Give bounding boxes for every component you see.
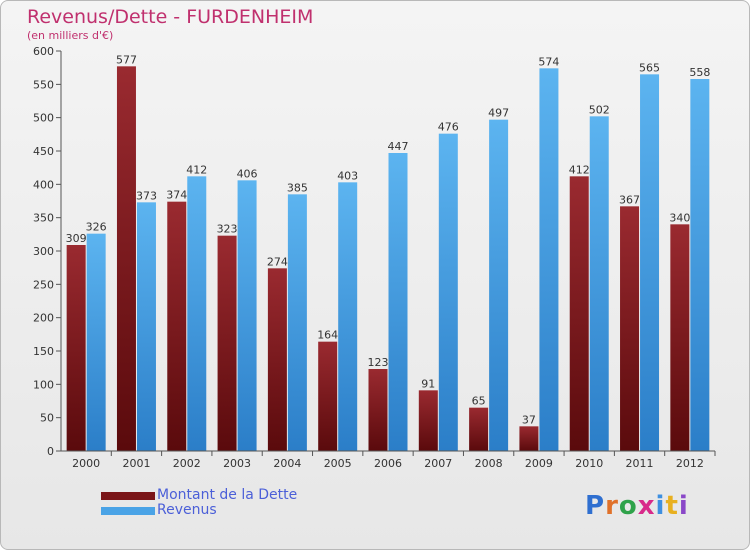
y-tick-label: 450: [33, 145, 54, 158]
logo-letter: P: [585, 491, 606, 521]
bar-revenus: [589, 116, 609, 451]
data-label-revenus: 403: [337, 169, 358, 182]
legend-label-debt: Montant de la Dette: [157, 487, 298, 503]
bar-dette: [469, 407, 489, 451]
bar-revenus: [187, 176, 207, 452]
x-tick-label: 2004: [273, 457, 301, 470]
data-label-dette: 65: [472, 395, 486, 408]
data-label-dette: 37: [522, 413, 536, 426]
bar-dette: [318, 341, 338, 451]
logo-letter: i: [678, 491, 689, 521]
chart-title: Revenus/Dette - FURDENHEIM: [27, 6, 314, 28]
bar-revenus: [640, 74, 660, 451]
bar-revenus: [86, 233, 106, 451]
data-label-revenus: 373: [136, 189, 157, 202]
x-tick-label: 2011: [626, 457, 654, 470]
proxiti-logo: Proxiti: [585, 491, 689, 521]
bar-revenus: [136, 202, 156, 451]
data-label-revenus: 502: [589, 103, 610, 116]
y-tick-label: 350: [33, 212, 54, 225]
x-tick-label: 2005: [324, 457, 352, 470]
data-label-revenus: 406: [237, 167, 258, 180]
y-tick-label: 300: [33, 245, 54, 258]
x-tick-label: 2010: [575, 457, 603, 470]
data-label-dette: 123: [368, 356, 389, 369]
data-label-revenus: 574: [538, 55, 559, 68]
y-tick-label: 50: [40, 412, 54, 425]
y-tick-label: 100: [33, 378, 54, 391]
data-label-revenus: 565: [639, 61, 660, 74]
x-tick-label: 2009: [525, 457, 553, 470]
bar-dette: [267, 268, 287, 451]
chart-subtitle: (en milliers d'€): [27, 29, 114, 42]
bar-revenus: [338, 182, 358, 452]
data-label-revenus: 326: [86, 221, 107, 234]
y-tick-label: 400: [33, 178, 54, 191]
data-label-revenus: 476: [438, 121, 459, 134]
y-tick-label: 150: [33, 345, 54, 358]
y-tick-label: 500: [33, 112, 54, 125]
y-tick-label: 200: [33, 312, 54, 325]
data-label-dette: 274: [267, 255, 288, 268]
bar-revenus: [287, 194, 307, 452]
bar-dette: [66, 245, 86, 451]
legend-swatch-revenus: [101, 507, 155, 515]
data-label-revenus: 558: [689, 66, 710, 79]
x-tick-label: 2001: [122, 457, 150, 470]
data-label-dette: 309: [66, 232, 87, 245]
data-label-revenus: 447: [388, 140, 409, 153]
logo-letter: x: [637, 491, 656, 521]
data-label-dette: 374: [166, 189, 187, 202]
data-label-dette: 340: [669, 211, 690, 224]
x-tick-label: 2006: [374, 457, 402, 470]
y-tick-label: 0: [47, 445, 54, 458]
y-tick-label: 600: [33, 45, 54, 58]
bar-dette: [368, 369, 388, 451]
bar-dette: [217, 235, 237, 451]
bar-revenus: [237, 180, 257, 452]
y-tick-label: 250: [33, 278, 54, 291]
data-label-dette: 412: [569, 163, 590, 176]
logo-letter: o: [618, 491, 638, 521]
bar-revenus: [489, 119, 509, 452]
logo-letter: r: [605, 491, 619, 521]
x-tick-label: 2008: [475, 457, 503, 470]
logo-letter: t: [665, 491, 679, 521]
bar-revenus: [438, 133, 458, 451]
bar-dette: [418, 390, 438, 451]
x-tick-label: 2003: [223, 457, 251, 470]
legend-label-revenus: Revenus: [157, 502, 217, 518]
bar-revenus: [388, 153, 408, 451]
bar-dette: [519, 426, 539, 451]
bar-dette: [620, 206, 640, 451]
data-label-dette: 323: [217, 223, 238, 236]
bar-dette: [569, 176, 589, 452]
bar-dette: [116, 66, 136, 451]
data-label-dette: 164: [317, 329, 338, 342]
x-tick-label: 2007: [424, 457, 452, 470]
data-label-dette: 577: [116, 53, 137, 66]
data-label-revenus: 497: [488, 107, 509, 120]
data-label-revenus: 412: [186, 163, 207, 176]
y-tick-label: 550: [33, 78, 54, 91]
logo-letter: i: [655, 491, 666, 521]
bar-revenus: [539, 68, 559, 451]
data-label-dette: 367: [619, 193, 640, 206]
data-label-dette: 91: [421, 377, 435, 390]
data-label-revenus: 385: [287, 181, 308, 194]
bar-revenus: [690, 79, 710, 451]
bar-dette: [670, 224, 690, 451]
x-tick-label: 2000: [72, 457, 100, 470]
x-tick-label: 2002: [173, 457, 201, 470]
bar-dette: [167, 201, 187, 451]
legend-swatch-debt: [101, 492, 155, 500]
x-tick-label: 2012: [676, 457, 704, 470]
